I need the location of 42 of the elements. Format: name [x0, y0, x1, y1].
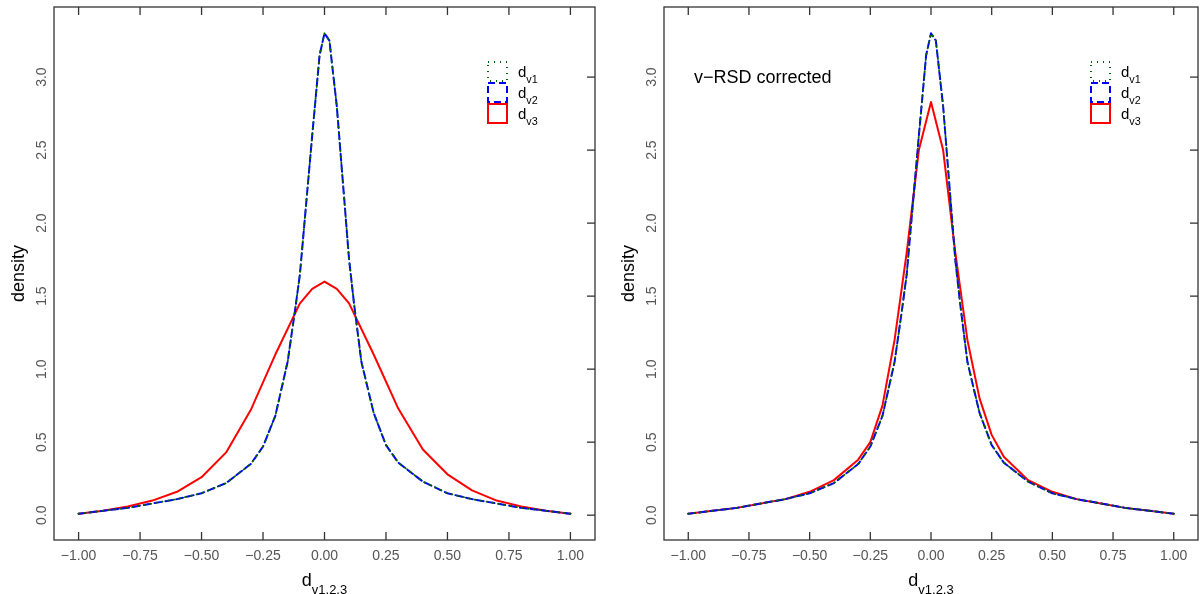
x-tick-label: −0.50	[183, 547, 220, 563]
y-tick-label: 2.0	[643, 213, 659, 233]
y-tick-label: 0.0	[643, 505, 659, 525]
y-tick-label: 2.5	[643, 140, 659, 160]
y-tick-label: 1.5	[33, 286, 49, 306]
x-tick-label: 0.25	[372, 547, 400, 563]
y-axis-title: density	[8, 244, 28, 303]
legend-label: d$_{v2}$	[518, 84, 538, 106]
x-tick-label: 0.50	[1038, 547, 1067, 563]
y-axis-title: density	[618, 244, 638, 303]
y-tick-label: 3.0	[33, 67, 49, 87]
x-tick-label: 0.00	[310, 547, 339, 563]
x-tick-label: −1.00	[670, 547, 707, 563]
x-tick-label: 0.75	[495, 547, 523, 563]
x-tick-label: −0.75	[122, 547, 158, 563]
x-tick-label: 1.00	[1160, 547, 1188, 563]
legend-label: d$_{v2}$	[1121, 84, 1141, 106]
legend-label: d$_{v1}$	[1121, 63, 1141, 85]
x-tick-label: 0.00	[917, 547, 945, 563]
x-tick-label: −0.25	[852, 547, 889, 563]
x-tick-label: −1.00	[60, 547, 97, 563]
y-tick-label: 1.0	[643, 359, 659, 379]
y-tick-label: 1.5	[643, 286, 659, 306]
y-tick-label: 1.0	[33, 359, 49, 379]
y-tick-label: 3.0	[643, 67, 659, 87]
x-tick-label: 0.25	[978, 547, 1006, 563]
annotation: v−RSD corrected	[694, 67, 832, 87]
legend-label: d$_{v1}$	[518, 63, 538, 85]
y-tick-label: 2.5	[33, 140, 49, 160]
y-tick-label: 2.0	[33, 213, 49, 233]
legend-label: d$_{v3}$	[518, 105, 538, 127]
x-tick-label: 0.50	[433, 547, 462, 563]
legend-label: d$_{v3}$	[1121, 105, 1141, 127]
y-tick-label: 0.5	[33, 432, 49, 452]
x-tick-label: 1.00	[556, 547, 585, 563]
x-tick-label: −0.25	[245, 547, 281, 563]
x-tick-label: −0.75	[731, 547, 767, 563]
x-tick-label: −0.50	[791, 547, 828, 563]
y-tick-label: 0.0	[33, 505, 49, 525]
x-tick-label: 0.75	[1099, 547, 1127, 563]
y-tick-label: 0.5	[643, 432, 659, 452]
line-series	[77, 32, 572, 515]
